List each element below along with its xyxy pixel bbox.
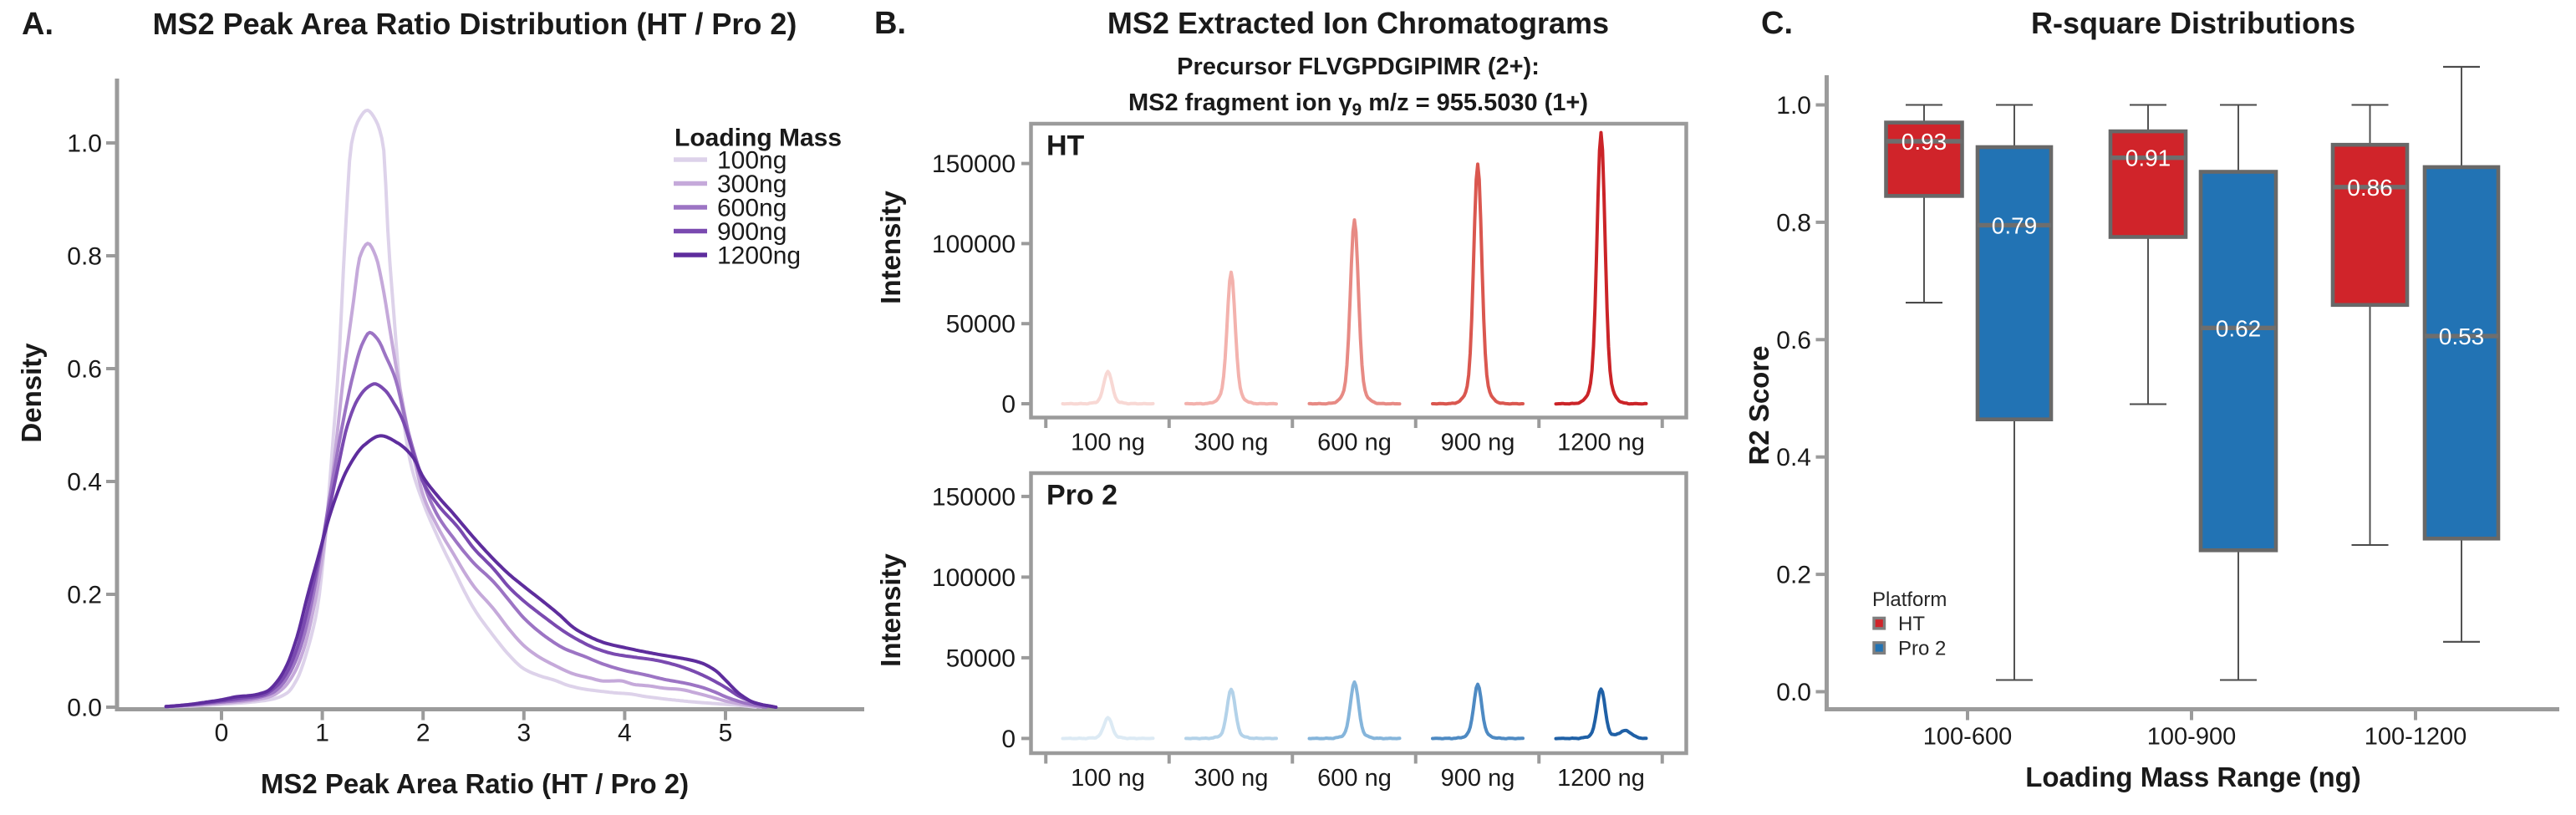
svg-text:100-600: 100-600	[1923, 724, 2012, 751]
svg-text:5: 5	[719, 720, 733, 747]
svg-text:B.: B.	[874, 6, 906, 41]
svg-text:0.8: 0.8	[67, 243, 102, 271]
svg-text:600ng: 600ng	[717, 195, 787, 222]
svg-text:300ng: 300ng	[717, 171, 787, 198]
svg-text:100000: 100000	[932, 231, 1016, 258]
svg-text:Platform: Platform	[1872, 588, 1947, 611]
svg-text:MS2 Peak Area Ratio (HT / Pro: MS2 Peak Area Ratio (HT / Pro 2)	[261, 768, 689, 799]
svg-text:Loading Mass Range (ng): Loading Mass Range (ng)	[2025, 762, 2361, 792]
svg-text:0: 0	[1001, 391, 1016, 419]
svg-text:Pro 2: Pro 2	[1898, 638, 1946, 660]
svg-text:1200 ng: 1200 ng	[1557, 430, 1645, 456]
svg-text:300 ng: 300 ng	[1194, 765, 1269, 792]
svg-text:A.: A.	[22, 7, 53, 42]
svg-text:0.86: 0.86	[2347, 175, 2393, 201]
svg-text:0.93: 0.93	[1901, 129, 1947, 155]
svg-text:0.6: 0.6	[1776, 327, 1811, 354]
svg-text:2: 2	[416, 720, 430, 747]
svg-text:Pro 2: Pro 2	[1046, 480, 1117, 512]
svg-text:Intensity: Intensity	[875, 191, 906, 304]
svg-text:0: 0	[1001, 726, 1016, 753]
svg-text:HT: HT	[1898, 613, 1925, 635]
svg-text:Loading Mass: Loading Mass	[675, 125, 842, 152]
svg-text:0.0: 0.0	[1776, 679, 1811, 706]
svg-text:900ng: 900ng	[717, 218, 787, 246]
svg-text:0.4: 0.4	[67, 469, 102, 497]
svg-text:HT: HT	[1046, 130, 1085, 162]
svg-text:0.62: 0.62	[2216, 315, 2262, 341]
svg-text:1.0: 1.0	[1776, 92, 1811, 120]
svg-text:0: 0	[215, 720, 229, 747]
svg-text:0.91: 0.91	[2125, 145, 2171, 171]
svg-text:Precursor FLVGPDGIPIMR (2+):: Precursor FLVGPDGIPIMR (2+):	[1177, 53, 1540, 80]
svg-text:0.53: 0.53	[2439, 323, 2485, 349]
svg-text:MS2 fragment ion γ9 m/z = 955.: MS2 fragment ion γ9 m/z = 955.5030 (1+)	[1128, 89, 1588, 120]
svg-text:MS2 Extracted Ion Chromatogram: MS2 Extracted Ion Chromatograms	[1107, 6, 1609, 40]
svg-text:R2 Score: R2 Score	[1744, 345, 1774, 465]
svg-text:R-square Distributions: R-square Distributions	[2031, 6, 2355, 40]
svg-text:0.2: 0.2	[1776, 562, 1811, 589]
svg-text:Intensity: Intensity	[875, 553, 906, 667]
svg-text:1.0: 1.0	[67, 130, 102, 158]
svg-text:100000: 100000	[932, 564, 1016, 592]
svg-text:0.4: 0.4	[1776, 444, 1811, 471]
svg-text:100 ng: 100 ng	[1071, 430, 1145, 456]
svg-text:600 ng: 600 ng	[1317, 765, 1392, 792]
svg-text:600 ng: 600 ng	[1317, 430, 1392, 456]
svg-text:1200 ng: 1200 ng	[1557, 765, 1645, 792]
svg-text:100-1200: 100-1200	[2365, 724, 2467, 751]
svg-text:3: 3	[517, 720, 531, 747]
svg-text:0.79: 0.79	[1992, 212, 2038, 238]
svg-text:0.8: 0.8	[1776, 209, 1811, 237]
svg-text:1200ng: 1200ng	[717, 242, 801, 270]
svg-text:0.0: 0.0	[67, 695, 102, 722]
svg-text:0.6: 0.6	[67, 356, 102, 384]
svg-text:100ng: 100ng	[717, 147, 787, 175]
svg-text:50000: 50000	[946, 311, 1016, 339]
svg-text:150000: 150000	[932, 150, 1016, 178]
svg-text:100 ng: 100 ng	[1071, 765, 1145, 792]
svg-text:C.: C.	[1761, 6, 1793, 41]
svg-text:300 ng: 300 ng	[1194, 430, 1269, 456]
svg-text:100-900: 100-900	[2147, 724, 2236, 751]
svg-text:MS2 Peak Area Ratio Distributi: MS2 Peak Area Ratio Distribution (HT / P…	[153, 7, 797, 41]
svg-text:150000: 150000	[932, 483, 1016, 511]
svg-text:Density: Density	[16, 343, 47, 443]
svg-text:900 ng: 900 ng	[1441, 765, 1515, 792]
svg-text:4: 4	[618, 720, 632, 747]
svg-text:900 ng: 900 ng	[1441, 430, 1515, 456]
svg-text:50000: 50000	[946, 644, 1016, 672]
svg-text:0.2: 0.2	[67, 582, 102, 609]
svg-text:1: 1	[315, 720, 329, 747]
